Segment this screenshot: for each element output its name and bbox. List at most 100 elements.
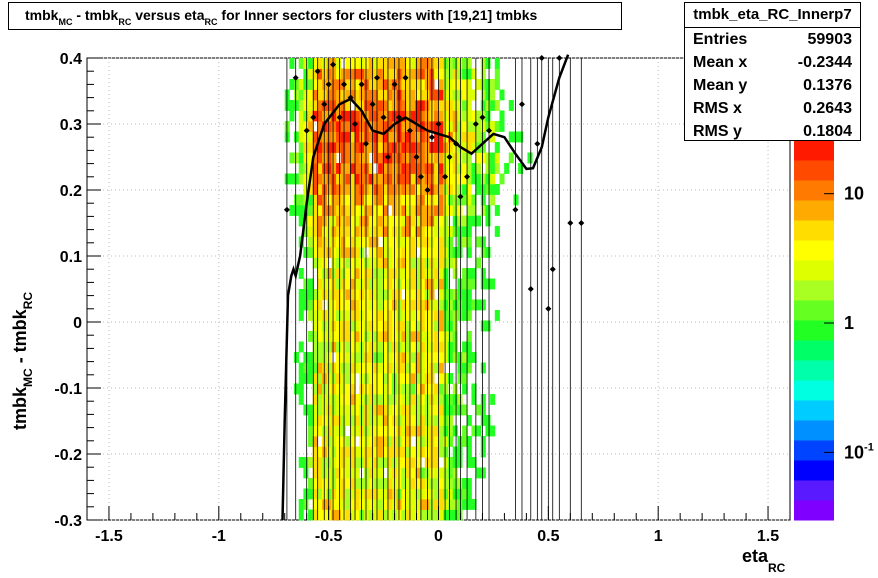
heatmap-cell bbox=[471, 68, 477, 80]
heatmap-cell bbox=[452, 310, 458, 321]
heatmap-cell bbox=[466, 68, 472, 80]
heatmap-cell bbox=[382, 478, 388, 489]
heatmap-cell bbox=[378, 499, 384, 510]
heatmap-cell bbox=[326, 278, 332, 290]
heatmap-cell bbox=[345, 415, 351, 426]
y-label-text: - tmbk bbox=[10, 309, 30, 369]
heatmap-cell bbox=[457, 278, 463, 290]
heatmap-cell bbox=[415, 89, 421, 101]
heatmap-cell bbox=[373, 131, 379, 143]
heatmap-cell bbox=[331, 205, 337, 216]
heatmap-cell bbox=[331, 289, 337, 300]
stats-label: RMS y bbox=[693, 123, 742, 140]
heatmap-cell bbox=[373, 320, 379, 332]
color-scale-segment bbox=[794, 420, 834, 441]
heatmap-cell bbox=[406, 499, 412, 510]
heatmap-cell bbox=[462, 373, 468, 384]
heatmap-cell bbox=[345, 100, 351, 111]
heatmap-cell bbox=[406, 89, 412, 101]
heatmap-cell bbox=[308, 278, 314, 290]
heatmap-cell bbox=[466, 352, 472, 363]
heatmap-cell bbox=[378, 415, 384, 426]
heatmap-cell bbox=[312, 457, 318, 468]
heatmap-cell bbox=[471, 205, 477, 216]
heatmap-cell bbox=[438, 58, 444, 69]
heatmap-cell bbox=[490, 173, 496, 185]
heatmap-cell bbox=[462, 100, 468, 111]
heatmap-cell bbox=[336, 478, 342, 489]
heatmap-cell bbox=[406, 436, 412, 447]
heatmap-cell bbox=[415, 268, 421, 279]
heatmap-cell bbox=[462, 425, 468, 437]
heatmap-cell bbox=[434, 89, 440, 101]
heatmap-cell bbox=[368, 425, 374, 437]
heatmap-cell bbox=[382, 142, 388, 153]
heatmap-cell bbox=[401, 299, 407, 311]
heatmap-cell bbox=[364, 404, 370, 416]
heatmap-cell bbox=[438, 373, 444, 384]
profile-point bbox=[380, 114, 387, 121]
heatmap-cell bbox=[527, 152, 533, 164]
heatmap-cell bbox=[415, 415, 421, 426]
heatmap-cell bbox=[387, 100, 393, 111]
heatmap-cell bbox=[336, 257, 342, 269]
heatmap-cell bbox=[476, 152, 482, 164]
heatmap-cell bbox=[326, 425, 332, 437]
heatmap-cell bbox=[345, 289, 351, 300]
heatmap-cell bbox=[438, 247, 444, 258]
heatmap-cell bbox=[485, 110, 491, 122]
profile-point bbox=[435, 121, 442, 127]
heatmap-cell bbox=[382, 331, 388, 342]
heatmap-cell bbox=[420, 394, 426, 405]
heatmap-cell bbox=[303, 278, 309, 290]
heatmap-cell bbox=[462, 121, 468, 132]
heatmap-cell bbox=[298, 373, 304, 384]
heatmap-cell bbox=[457, 352, 463, 363]
heatmap-cell bbox=[438, 499, 444, 510]
heatmap-cell bbox=[354, 467, 360, 479]
heatmap-cell bbox=[345, 268, 351, 279]
heatmap-cell bbox=[438, 226, 444, 237]
heatmap-cell bbox=[378, 289, 384, 300]
heatmap-cell bbox=[354, 152, 360, 164]
heatmap-cell bbox=[317, 194, 323, 206]
heatmap-cell bbox=[443, 152, 449, 164]
heatmap-cell bbox=[326, 100, 332, 111]
heatmap-cell bbox=[298, 499, 304, 510]
heatmap-cell bbox=[368, 404, 374, 416]
heatmap-cell bbox=[312, 394, 318, 405]
heatmap-cell bbox=[485, 163, 491, 174]
heatmap-cell bbox=[401, 247, 407, 258]
heatmap-cell bbox=[373, 247, 379, 258]
heatmap-cell bbox=[499, 173, 505, 185]
heatmap-cell bbox=[443, 467, 449, 479]
heatmap-cell bbox=[298, 131, 304, 143]
heatmap-cell bbox=[345, 194, 351, 206]
heatmap-cell bbox=[494, 121, 500, 132]
y-axis: -0.3 -0.2 -0.1 0 0.1 0.2 0.3 0.4 bbox=[54, 51, 101, 530]
heatmap-cell bbox=[401, 89, 407, 101]
heatmap-cell bbox=[406, 226, 412, 237]
heatmap-cell bbox=[410, 404, 416, 416]
heatmap-cell bbox=[387, 394, 393, 405]
heatmap-cell bbox=[443, 110, 449, 122]
heatmap-cell bbox=[494, 100, 500, 111]
heatmap-cell bbox=[340, 163, 346, 174]
heatmap-cell bbox=[373, 352, 379, 363]
heatmap-cell bbox=[457, 226, 463, 237]
heatmap-cell bbox=[326, 394, 332, 405]
heatmap-cell bbox=[466, 79, 472, 90]
heatmap-cell bbox=[378, 58, 384, 69]
heatmap-cell bbox=[354, 289, 360, 300]
heatmap-cell bbox=[420, 226, 426, 237]
y-tick-label: 0.4 bbox=[60, 51, 82, 68]
heatmap-cell bbox=[373, 205, 379, 216]
heatmap-cell bbox=[345, 446, 351, 458]
heatmap-cell bbox=[410, 331, 416, 342]
heatmap-cell bbox=[354, 352, 360, 363]
heatmap-cell bbox=[471, 121, 477, 132]
heatmap-cell bbox=[298, 89, 304, 101]
heatmap-cell bbox=[317, 121, 323, 132]
heatmap-cell bbox=[382, 68, 388, 80]
heatmap-cell bbox=[340, 404, 346, 416]
